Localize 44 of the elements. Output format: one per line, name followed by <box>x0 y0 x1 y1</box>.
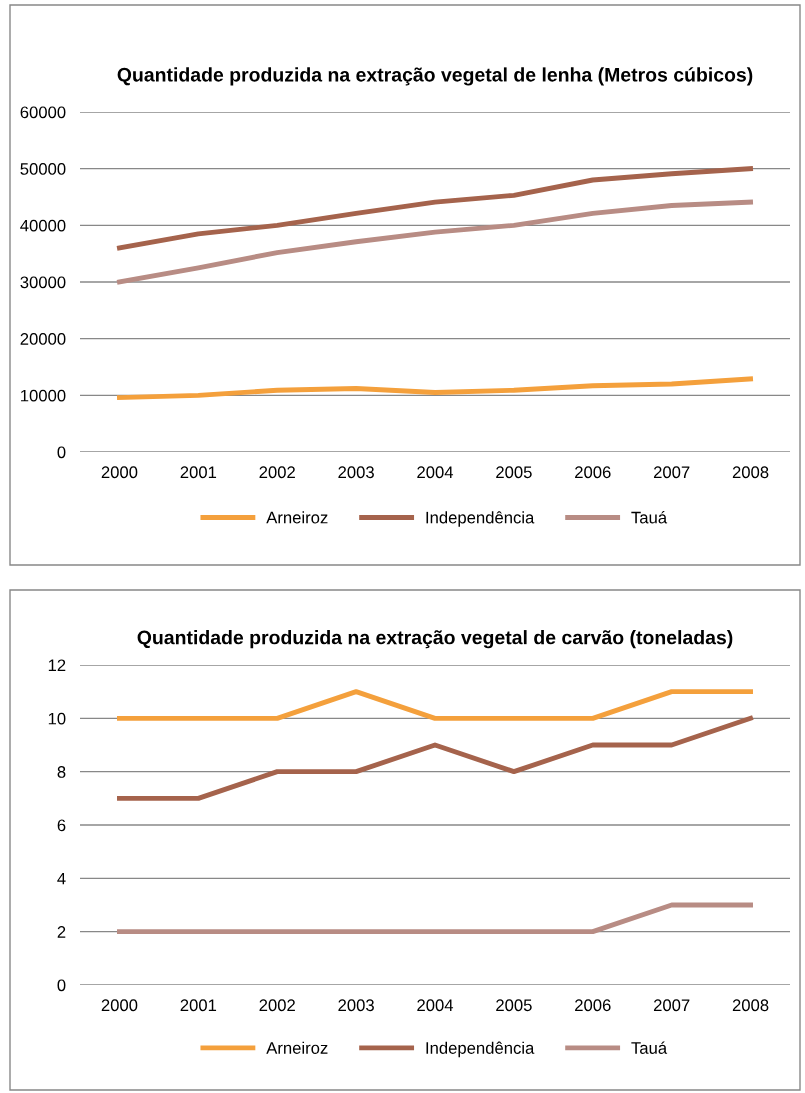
y-tick-label: 60000 <box>20 106 66 119</box>
x-tick-label: 2006 <box>575 466 611 479</box>
x-tick-label: 2003 <box>338 466 374 479</box>
x-tick-label: 2007 <box>653 999 690 1012</box>
legend-label: Tauá <box>631 511 668 524</box>
x-tick-label: 2005 <box>496 999 532 1012</box>
line-series <box>117 199 753 285</box>
x-tick-label: 2008 <box>732 999 769 1012</box>
chart-title: Quantidade produzida na extração vegetal de carvão (toneladas) <box>137 630 733 649</box>
y-tick-label: 0 <box>57 446 66 459</box>
x-tick-label: 2006 <box>575 999 611 1012</box>
y-tick-label: 40000 <box>20 219 66 232</box>
x-tick-label: 2008 <box>732 466 769 479</box>
y-tick-label: 6 <box>57 819 66 832</box>
legend-label: Arneiroz <box>266 1041 328 1054</box>
y-tick-label: 50000 <box>20 163 66 175</box>
legend-label: Independência <box>426 1041 535 1058</box>
x-tick-label: 2001 <box>180 466 217 479</box>
x-tick-label: 2007 <box>653 466 690 479</box>
y-tick-label: 30000 <box>20 276 66 289</box>
y-tick-label: 20000 <box>20 333 66 345</box>
y-tick-label: 10 <box>48 712 66 725</box>
x-tick-label: 2004 <box>417 466 454 479</box>
x-tick-label: 2000 <box>101 466 138 479</box>
line-series <box>117 166 753 251</box>
x-tick-label: 2000 <box>101 999 138 1012</box>
x-tick-label: 2004 <box>417 999 454 1012</box>
x-tick-label: 2001 <box>180 999 217 1012</box>
y-tick-label: 10000 <box>21 389 66 402</box>
line-series <box>117 715 753 801</box>
legend-label: Arneiroz <box>266 511 328 524</box>
y-tick-label: 0 <box>57 979 66 992</box>
chart-title: Quantidade produzida na extração vegetal de lenha (Metros cúbicos) <box>117 67 753 86</box>
legend-label: Tauá <box>631 1041 668 1054</box>
line-series <box>117 376 753 401</box>
y-tick-label: 2 <box>57 926 66 938</box>
x-tick-label: 2003 <box>338 999 374 1012</box>
y-tick-label: 12 <box>48 659 66 672</box>
y-tick-label: 4 <box>57 872 66 885</box>
x-tick-label: 2005 <box>496 466 532 479</box>
x-tick-label: 2002 <box>259 466 295 479</box>
y-tick-label: 8 <box>57 766 66 778</box>
legend-label: Independência <box>426 511 535 527</box>
x-tick-label: 2002 <box>259 999 295 1012</box>
